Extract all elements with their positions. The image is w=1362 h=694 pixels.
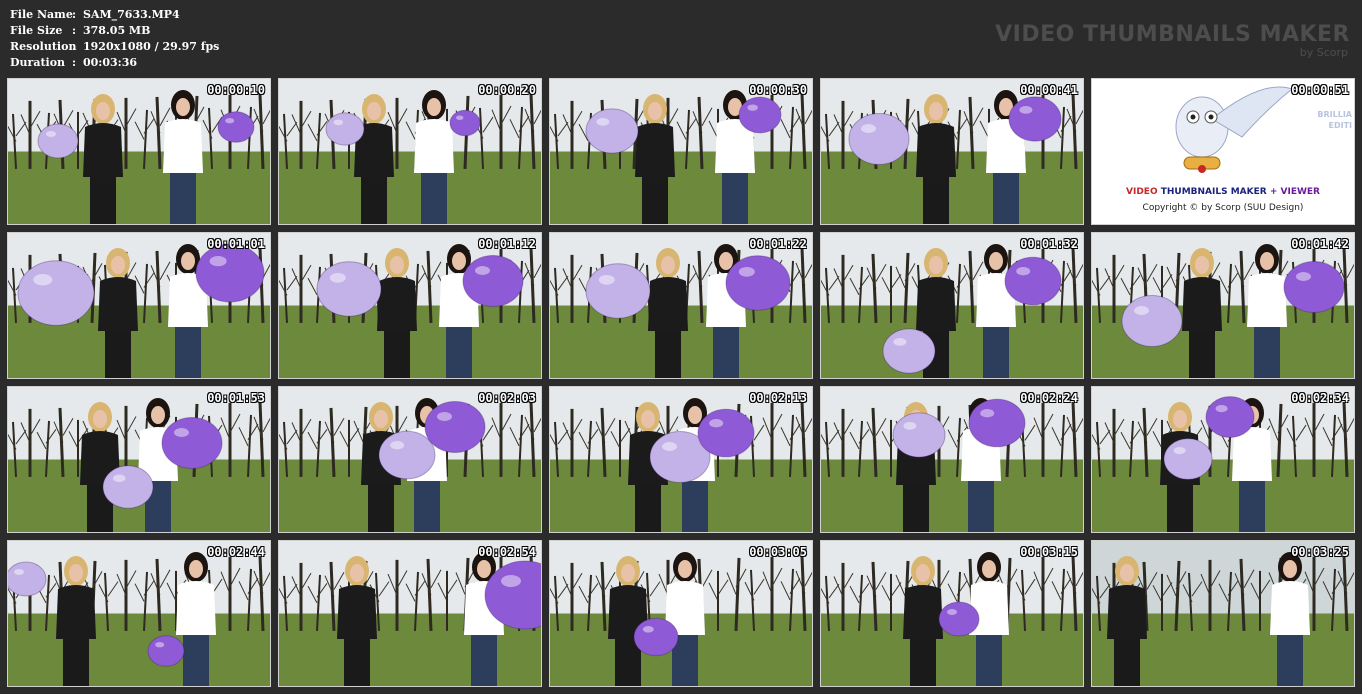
duration-label: Duration <box>10 56 66 69</box>
video-frame-image <box>821 79 1083 224</box>
timestamp: 00:01:12 <box>478 237 536 251</box>
video-frame-image <box>550 79 812 224</box>
brand-title: VIDEO THUMBNAILS MAKER <box>995 22 1350 47</box>
file-name-value: SAM_7633.MP4 <box>83 8 180 21</box>
timestamp: 00:01:42 <box>1291 237 1349 251</box>
thumbnail[interactable]: 00:02:34 <box>1091 386 1355 533</box>
thumbnail[interactable]: 00:03:25 <box>1091 540 1355 687</box>
thumbnail[interactable]: 00:00:51 BRILLIA EDITI VIDEO THUMBNAILS M… <box>1091 78 1355 225</box>
thumbnail[interactable]: 00:00:41 <box>820 78 1084 225</box>
timestamp: 00:01:22 <box>749 237 807 251</box>
video-frame-image <box>8 541 270 686</box>
thumbnail[interactable]: 00:00:10 <box>7 78 271 225</box>
thumbnail[interactable]: 00:01:22 <box>549 232 813 379</box>
resolution-value: 1920x1080 / 29.97 fps <box>83 40 220 53</box>
file-size-value: 378.05 MB <box>83 24 151 37</box>
logo-side-text: BRILLIA EDITI <box>1317 110 1352 130</box>
thumbnail[interactable]: 00:02:24 <box>820 386 1084 533</box>
info-header: File Name: SAM_7633.MP4 File Size:378.05 … <box>0 0 1362 76</box>
timestamp: 00:01:53 <box>207 391 265 405</box>
timestamp: 00:02:44 <box>207 545 265 559</box>
timestamp: 00:01:01 <box>207 237 265 251</box>
video-frame-image <box>8 233 270 378</box>
thumbnail[interactable]: 00:01:53 <box>7 386 271 533</box>
file-size-row: File Size:378.05 MB <box>10 24 151 37</box>
timestamp: 00:02:13 <box>749 391 807 405</box>
video-frame-image <box>821 233 1083 378</box>
logo-copyright: Copyright © by Scorp (SUU Design) <box>1142 203 1304 213</box>
brand-subtitle: by Scorp <box>1299 46 1348 59</box>
thumbnail[interactable]: 00:00:30 <box>549 78 813 225</box>
video-frame-image <box>279 387 541 532</box>
duration-value: 00:03:36 <box>83 56 138 69</box>
video-frame-image <box>279 541 541 686</box>
timestamp: 00:01:32 <box>1020 237 1078 251</box>
video-frame-image <box>1092 541 1354 686</box>
timestamp: 00:02:34 <box>1291 391 1349 405</box>
thumbnail[interactable]: 00:01:01 <box>7 232 271 379</box>
video-frame-image <box>550 387 812 532</box>
timestamp: 00:00:30 <box>749 83 807 97</box>
video-frame-image <box>279 233 541 378</box>
timestamp: 00:00:41 <box>1020 83 1078 97</box>
timestamp: 00:03:15 <box>1020 545 1078 559</box>
resolution-row: Resolution: 1920x1080 / 29.97 fps <box>10 40 220 53</box>
thumbnail[interactable]: 00:02:03 <box>278 386 542 533</box>
logo-product-name: VIDEO THUMBNAILS MAKER + VIEWER <box>1126 187 1320 197</box>
timestamp: 00:03:25 <box>1291 545 1349 559</box>
timestamp: 00:03:05 <box>749 545 807 559</box>
timestamp: 00:00:10 <box>207 83 265 97</box>
video-frame-image <box>1092 387 1354 532</box>
video-frame-image <box>279 79 541 224</box>
resolution-label: Resolution <box>10 40 77 53</box>
video-frame-image <box>1092 233 1354 378</box>
video-frame-image <box>821 387 1083 532</box>
video-frame-image <box>550 233 812 378</box>
thumbnail[interactable]: 00:03:05 <box>549 540 813 687</box>
thumbnail[interactable]: 00:01:42 <box>1091 232 1355 379</box>
video-frame-image <box>550 541 812 686</box>
thumbnail[interactable]: 00:00:20 <box>278 78 542 225</box>
timestamp: 00:02:03 <box>478 391 536 405</box>
thumbnail[interactable]: 00:02:44 <box>7 540 271 687</box>
thumbnail[interactable]: 00:02:54 <box>278 540 542 687</box>
file-name-label: File Name <box>10 8 73 21</box>
timestamp: 00:00:20 <box>478 83 536 97</box>
timestamp: 00:00:51 <box>1291 83 1349 97</box>
video-frame-image <box>8 79 270 224</box>
timestamp: 00:02:24 <box>1020 391 1078 405</box>
duration-row: Duration:00:03:36 <box>10 56 138 69</box>
owl-logo-icon <box>1175 86 1294 173</box>
video-frame-image <box>821 541 1083 686</box>
thumbnail[interactable]: 00:01:12 <box>278 232 542 379</box>
thumbnail[interactable]: 00:02:13 <box>549 386 813 533</box>
thumbnail[interactable]: 00:01:32 <box>820 232 1084 379</box>
video-frame-image <box>8 387 270 532</box>
file-size-label: File Size <box>10 24 63 37</box>
timestamp: 00:02:54 <box>478 545 536 559</box>
file-name-row: File Name: SAM_7633.MP4 <box>10 8 180 21</box>
thumbnail[interactable]: 00:03:15 <box>820 540 1084 687</box>
